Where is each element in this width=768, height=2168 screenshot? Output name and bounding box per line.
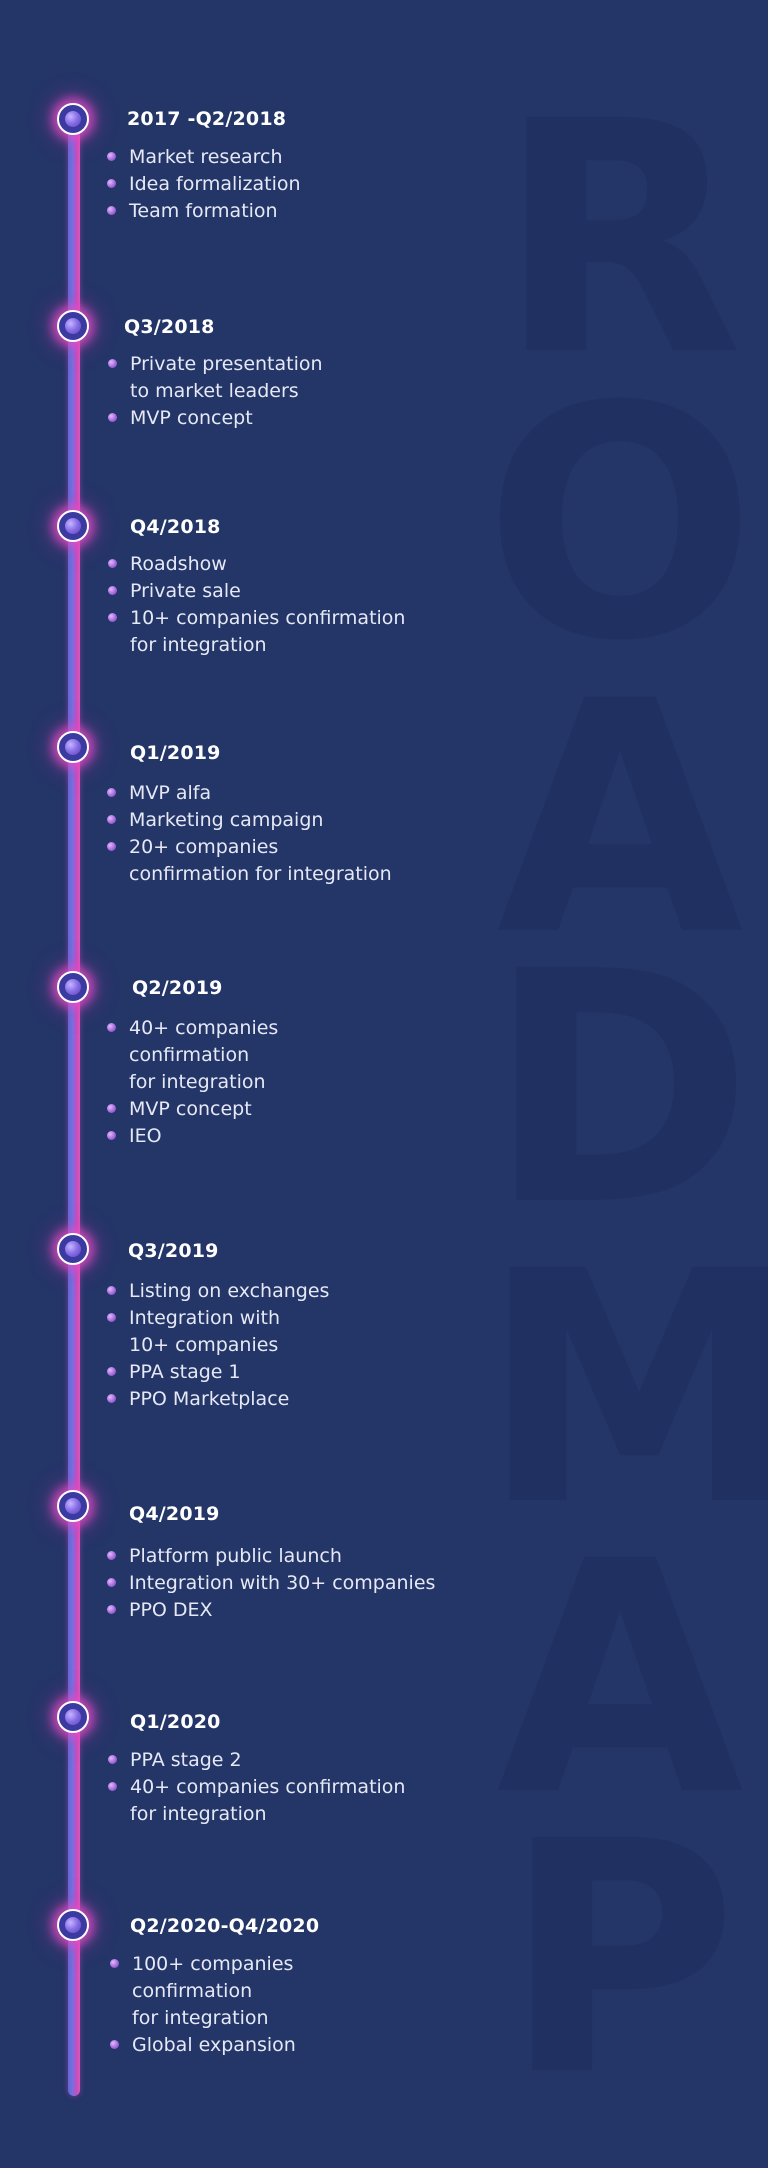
bullet-icon	[107, 1367, 116, 1376]
timeline-node-icon	[57, 510, 89, 542]
milestone-period: Q1/2019	[130, 742, 221, 764]
milestone-item: Integration with 30+ companies	[107, 1570, 435, 1597]
milestone-period: Q2/2020-Q4/2020	[130, 1915, 320, 1937]
timeline-node-icon	[57, 1701, 89, 1733]
milestone-item: Platform public launch	[107, 1543, 435, 1570]
watermark-letter-p: P	[502, 1774, 738, 2146]
bullet-icon	[108, 586, 117, 595]
milestone-item: 20+ companies confirmation for integrati…	[107, 834, 392, 888]
milestone-items: 40+ companies confirmation for integrati…	[107, 1015, 278, 1150]
watermark-letter-a: A	[496, 634, 744, 1006]
milestone-item: PPO Marketplace	[107, 1386, 329, 1413]
milestone-item: 40+ companies confirmation for integrati…	[107, 1015, 278, 1096]
milestone-item: Idea formalization	[107, 171, 301, 198]
bullet-icon	[108, 1755, 117, 1764]
bullet-icon	[107, 1394, 116, 1403]
milestone-item: Marketing campaign	[107, 807, 392, 834]
watermark-letter-o: O	[483, 339, 757, 711]
bullet-icon	[108, 559, 117, 568]
bullet-icon	[107, 1551, 116, 1560]
milestone-item: PPA stage 2	[108, 1747, 405, 1774]
milestone-item: Global expansion	[110, 2032, 296, 2059]
timeline-node-icon	[57, 310, 89, 342]
bullet-icon	[110, 1959, 119, 1968]
watermark-letter-r: R	[496, 54, 744, 426]
bullet-icon	[107, 179, 116, 188]
milestone-period: Q3/2018	[124, 316, 215, 338]
milestone-items: Platform public launch Integration with …	[107, 1543, 435, 1624]
milestone-item: Listing on exchanges	[107, 1278, 329, 1305]
bullet-icon	[108, 1782, 117, 1791]
timeline-node-icon	[57, 1909, 89, 1941]
bullet-icon	[107, 788, 116, 797]
milestone-item: MVP alfa	[107, 780, 392, 807]
bullet-icon	[107, 1286, 116, 1295]
milestone-item: PPO DEX	[107, 1597, 435, 1624]
bullet-icon	[107, 815, 116, 824]
milestone-item: Roadshow	[108, 551, 405, 578]
milestone-items: 100+ companies confirmation for integrat…	[110, 1951, 296, 2059]
milestone-items: Roadshow Private sale 10+ companies conf…	[108, 551, 405, 659]
milestone-period: Q4/2019	[129, 1503, 220, 1525]
watermark-letter-d: D	[487, 904, 753, 1276]
milestone-item: MVP concept	[107, 1096, 278, 1123]
milestone-item: Private presentation to market leaders	[108, 351, 323, 405]
bullet-icon	[108, 359, 117, 368]
bullet-icon	[107, 1313, 116, 1322]
milestone-item: IEO	[107, 1123, 278, 1150]
milestone-item: 100+ companies confirmation for integrat…	[110, 1951, 296, 2032]
milestone-period: Q3/2019	[128, 1240, 219, 1262]
timeline-node-icon	[57, 103, 89, 135]
bullet-icon	[107, 1023, 116, 1032]
milestone-items: Listing on exchanges Integration with 10…	[107, 1278, 329, 1413]
milestone-item: Integration with 10+ companies	[107, 1305, 329, 1359]
timeline-node-icon	[57, 731, 89, 763]
milestone-items: Market research Idea formalization Team …	[107, 144, 301, 225]
timeline-node-icon	[57, 971, 89, 1003]
milestone-item: Team formation	[107, 198, 301, 225]
milestone-period: Q1/2020	[130, 1711, 221, 1733]
milestone-item: PPA stage 1	[107, 1359, 329, 1386]
bullet-icon	[107, 1131, 116, 1140]
milestone-period: 2017 -Q2/2018	[127, 108, 287, 130]
milestone-item: Private sale	[108, 578, 405, 605]
bullet-icon	[107, 1578, 116, 1587]
bullet-icon	[107, 1104, 116, 1113]
milestone-item: MVP concept	[108, 405, 323, 432]
bullet-icon	[107, 152, 116, 161]
milestone-items: PPA stage 2 40+ companies confirmation f…	[108, 1747, 405, 1828]
milestone-items: MVP alfa Marketing campaign 20+ companie…	[107, 780, 392, 888]
watermark-letter-m: M	[480, 1204, 768, 1576]
milestone-period: Q2/2019	[132, 977, 223, 999]
milestone-item: 40+ companies confirmation for integrati…	[108, 1774, 405, 1828]
bullet-icon	[107, 842, 116, 851]
bullet-icon	[107, 1605, 116, 1614]
timeline-node-icon	[57, 1490, 89, 1522]
milestone-item: 10+ companies confirmation for integrati…	[108, 605, 405, 659]
milestone-item: Market research	[107, 144, 301, 171]
bullet-icon	[108, 613, 117, 622]
timeline-line	[68, 108, 80, 2096]
bullet-icon	[108, 413, 117, 422]
milestone-period: Q4/2018	[130, 516, 221, 538]
watermark-letter-a-2: A	[496, 1494, 744, 1866]
bullet-icon	[110, 2040, 119, 2049]
bullet-icon	[107, 206, 116, 215]
timeline-node-icon	[57, 1233, 89, 1265]
milestone-items: Private presentation to market leaders M…	[108, 351, 323, 432]
